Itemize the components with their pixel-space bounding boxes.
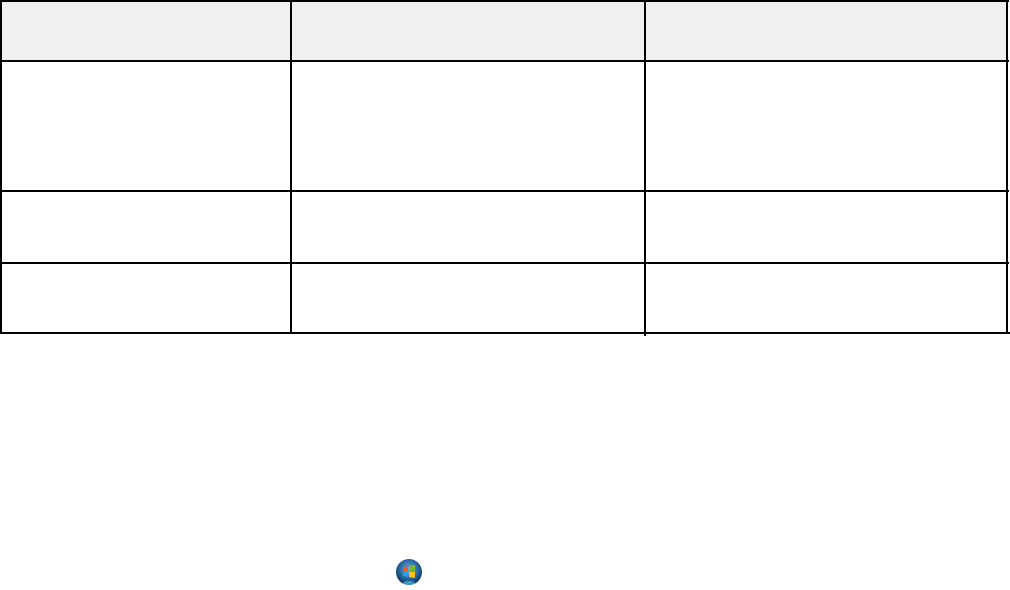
row-divider bbox=[0, 60, 1009, 62]
column-divider bbox=[0, 0, 2, 334]
row-divider bbox=[0, 190, 1009, 192]
column-divider bbox=[644, 0, 646, 336]
windows-start-orb-icon bbox=[396, 559, 422, 585]
table-border-top bbox=[0, 0, 1009, 2]
column-divider bbox=[1006, 0, 1008, 334]
row-divider bbox=[0, 262, 1009, 264]
table-border-bottom bbox=[0, 332, 1010, 334]
column-divider bbox=[290, 0, 292, 334]
table-header-row bbox=[2, 2, 1006, 60]
